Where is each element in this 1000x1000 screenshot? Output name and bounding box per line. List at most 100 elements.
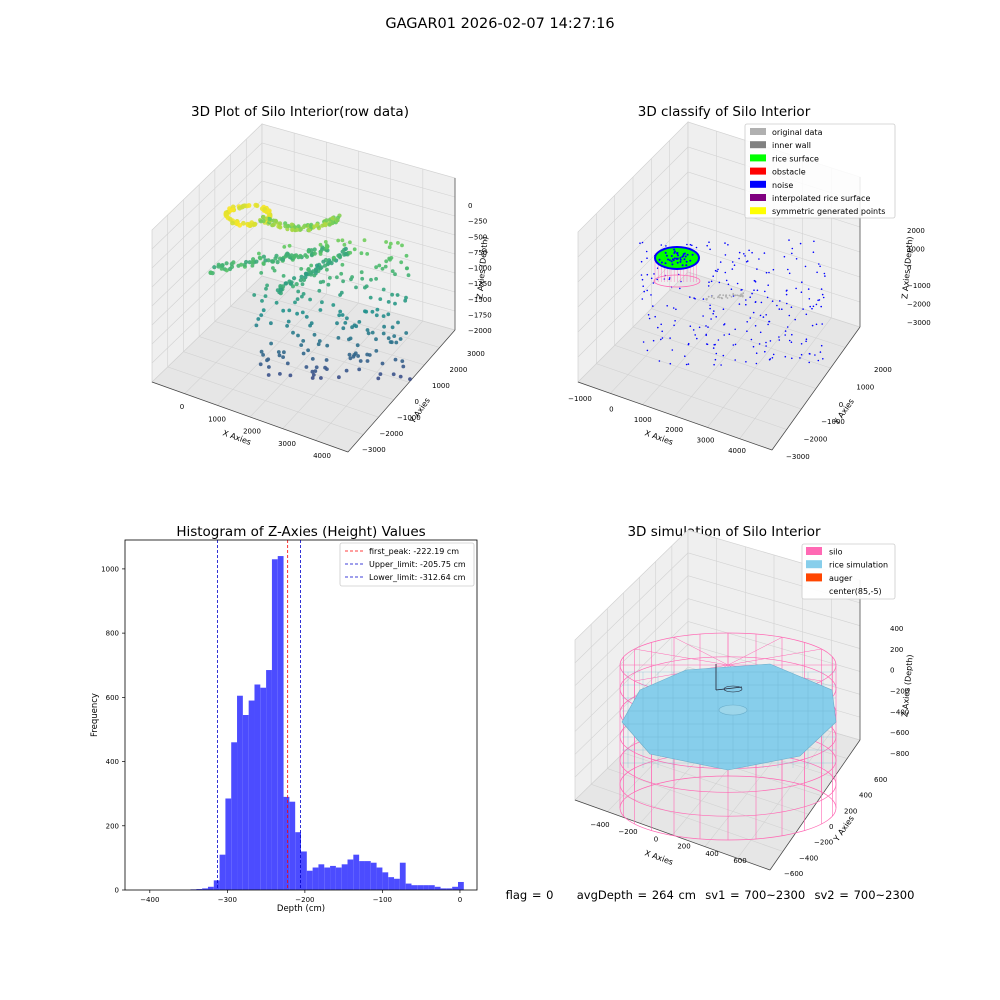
grid-line: [737, 571, 832, 859]
y-tick-label: −3000: [362, 446, 386, 454]
noise-point: [752, 311, 755, 314]
data-point: [295, 311, 299, 316]
data-point: [257, 251, 261, 256]
data-point: [348, 240, 352, 245]
grid-line: [249, 151, 359, 418]
original-point: [718, 296, 721, 299]
original-point: [732, 293, 735, 296]
original-point: [726, 297, 729, 299]
x-tick-label: 0: [458, 896, 462, 904]
original-point: [725, 294, 727, 297]
noise-point: [824, 275, 826, 277]
noise-point: [658, 258, 661, 261]
noise-point: [784, 330, 787, 332]
noise-point: [772, 353, 775, 356]
data-point: [266, 208, 272, 214]
data-point: [267, 217, 272, 222]
noise-point: [666, 305, 668, 307]
noise-point: [691, 253, 694, 256]
data-point: [271, 266, 275, 270]
data-point: [395, 293, 400, 297]
noise-point: [642, 341, 645, 343]
noise-point: [669, 337, 671, 339]
silo-wire: [634, 648, 729, 666]
noise-point: [818, 263, 820, 265]
noise-point: [668, 278, 671, 281]
data-point: [328, 276, 332, 280]
data-point: [307, 228, 312, 233]
noise-point: [765, 341, 767, 344]
data-point: [390, 269, 395, 274]
noise-point: [795, 287, 797, 290]
noise-point: [763, 252, 766, 254]
noise-point: [660, 244, 663, 246]
legend-swatch: [806, 573, 822, 582]
data-point: [278, 288, 283, 293]
z-tick-label: −750: [468, 249, 487, 257]
data-point: [287, 243, 292, 248]
grid-line: [167, 214, 364, 435]
data-point: [300, 282, 305, 287]
data-point: [324, 358, 329, 362]
data-point: [280, 257, 285, 262]
data-point: [335, 275, 339, 280]
noise-point: [738, 251, 741, 254]
z-tick-label: −1750: [468, 311, 492, 319]
data-point: [252, 222, 257, 227]
histogram-bar: [324, 867, 331, 890]
data-point: [304, 254, 310, 259]
data-point: [285, 361, 290, 366]
noise-point: [722, 308, 725, 311]
data-point: [342, 242, 347, 247]
x-tick-label: −100: [373, 896, 392, 904]
data-point: [347, 352, 352, 357]
grid-line: [214, 169, 410, 383]
data-point: [256, 317, 261, 321]
data-point: [320, 300, 324, 305]
grid-line: [151, 161, 456, 269]
data-point: [374, 349, 379, 353]
data-point: [378, 372, 383, 376]
noise-point: [822, 296, 825, 299]
histogram-bar: [266, 670, 272, 890]
data-point: [344, 252, 349, 257]
noise-point: [817, 299, 819, 302]
data-point: [375, 307, 380, 312]
z-tick-label: −1250: [468, 280, 492, 288]
x-axis-line: [574, 799, 771, 871]
histogram-bars: [190, 556, 464, 890]
noise-point: [786, 302, 788, 305]
legend-swatch: [750, 167, 766, 175]
noise-point: [673, 252, 676, 254]
noise-point: [790, 341, 793, 344]
histogram-bar: [370, 862, 377, 890]
noise-point: [802, 308, 804, 310]
data-point: [378, 297, 383, 301]
noise-point: [681, 264, 684, 267]
noise-point: [685, 260, 688, 263]
noise-point: [647, 314, 650, 316]
data-point: [231, 260, 236, 265]
data-point: [298, 278, 303, 283]
data-point: [327, 222, 332, 227]
noise-point: [778, 308, 781, 310]
grid-line: [574, 621, 861, 732]
noise-point: [686, 243, 688, 246]
noise-point: [758, 258, 760, 260]
grid-line: [590, 624, 783, 852]
noise-point: [686, 253, 689, 256]
data-point: [274, 253, 279, 258]
noise-point: [640, 260, 643, 263]
data-point: [343, 246, 348, 251]
noise-point: [714, 343, 716, 346]
silo-wire: [673, 637, 729, 666]
histogram-bar: [382, 872, 389, 890]
noise-point: [672, 259, 675, 262]
grid-line: [217, 142, 327, 406]
noise-point: [646, 273, 649, 276]
noise-point: [692, 329, 695, 331]
x-tick-label: 0: [180, 403, 184, 411]
y-axis-line: [769, 739, 861, 871]
data-point: [311, 373, 316, 377]
data-point: [355, 343, 360, 348]
